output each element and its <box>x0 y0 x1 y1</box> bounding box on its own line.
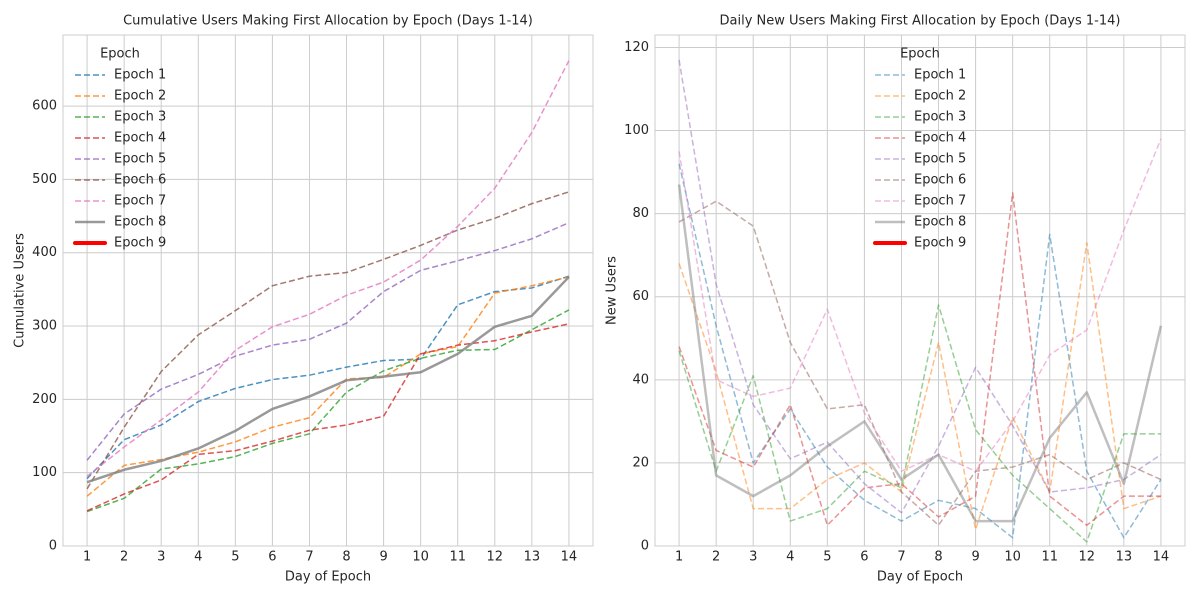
x-axis-label: Day of Epoch <box>285 570 371 585</box>
x-tick-label: 10 <box>412 550 429 565</box>
series-line <box>677 184 1163 523</box>
series-line <box>86 60 570 477</box>
plot-frame <box>654 34 1186 547</box>
x-tick-label: 6 <box>268 550 276 565</box>
x-tick-label: 7 <box>897 550 905 565</box>
x-tick-label: 7 <box>305 550 313 565</box>
legend: Epoch Epoch 1 Epoch 2 Epoch 3 Epoch 4 Epoch 5… <box>73 47 166 251</box>
x-tick-label: 4 <box>194 550 202 565</box>
series-line <box>86 275 570 480</box>
legend-label: Epoch 7 <box>114 194 166 209</box>
y-tick-label: 60 <box>632 289 649 304</box>
legend-label: Epoch 2 <box>914 89 966 104</box>
x-axis-label: Day of Epoch <box>877 570 963 585</box>
x-tick-label: 3 <box>157 550 165 565</box>
y-tick-label: 200 <box>32 392 57 407</box>
legend-label: Epoch 1 <box>914 68 966 83</box>
series-line <box>86 191 570 490</box>
y-tick-label: 400 <box>32 245 57 260</box>
series-line <box>678 138 1162 472</box>
x-tick-label: 9 <box>379 550 387 565</box>
x-tick-label: 8 <box>934 550 942 565</box>
plot-frame <box>62 34 594 547</box>
x-tick-label: 3 <box>749 550 757 565</box>
chart-title: Daily New Users Making First Allocation … <box>720 14 1121 29</box>
x-tick-label: 5 <box>823 550 831 565</box>
y-tick-label: 0 <box>641 539 649 554</box>
y-tick-label: 100 <box>32 465 57 480</box>
legend-title: Epoch <box>900 47 940 62</box>
legend-label: Epoch 7 <box>914 194 966 209</box>
legend-label: Epoch 4 <box>114 131 166 146</box>
series-line <box>678 59 1162 514</box>
chart-title: Cumulative Users Making First Allocation… <box>123 14 533 29</box>
series-line <box>678 200 1162 526</box>
legend-label: Epoch 9 <box>914 236 966 251</box>
y-tick-label: 600 <box>32 99 57 114</box>
x-tick-label: 1 <box>83 550 91 565</box>
legend: Epoch Epoch 1 Epoch 2 Epoch 3 Epoch 4 Epoch 5… <box>873 47 966 251</box>
y-tick-label: 80 <box>632 206 649 221</box>
x-tick-label: 10 <box>1004 550 1021 565</box>
x-tick-label: 2 <box>712 550 720 565</box>
legend-label: Epoch 2 <box>114 89 166 104</box>
x-tick-label: 1 <box>675 550 683 565</box>
x-tick-label: 13 <box>1116 550 1133 565</box>
x-tick-label: 14 <box>561 550 578 565</box>
series-line <box>678 241 1162 531</box>
x-tick-label: 9 <box>971 550 979 565</box>
series-line <box>86 221 570 461</box>
y-tick-label: 20 <box>632 455 649 470</box>
x-tick-label: 13 <box>524 550 541 565</box>
legend-label: Epoch 9 <box>114 236 166 251</box>
x-tick-label: 6 <box>860 550 868 565</box>
legend-label: Epoch 1 <box>114 68 166 83</box>
legend-title: Epoch <box>100 47 140 62</box>
x-tick-label: 11 <box>449 550 466 565</box>
legend-label: Epoch 5 <box>114 152 166 167</box>
y-tick-label: 300 <box>32 319 57 334</box>
x-tick-label: 8 <box>342 550 350 565</box>
x-tick-label: 14 <box>1153 550 1170 565</box>
series-line <box>678 304 1161 543</box>
y-axis-label: Cumulative Users <box>13 233 28 348</box>
y-tick-label: 120 <box>624 40 649 55</box>
y-tick-label: 500 <box>32 172 57 187</box>
x-tick-label: 4 <box>786 550 794 565</box>
x-tick-label: 12 <box>487 550 504 565</box>
legend-label: Epoch 8 <box>914 215 966 230</box>
y-axis-label: New Users <box>605 256 620 325</box>
y-tick-label: 100 <box>624 123 649 138</box>
series-line <box>678 163 1162 539</box>
x-tick-label: 2 <box>120 550 128 565</box>
legend-label: Epoch 6 <box>114 173 166 188</box>
x-tick-label: 11 <box>1041 550 1058 565</box>
series-line <box>86 309 570 513</box>
legend-label: Epoch 5 <box>914 152 966 167</box>
y-tick-label: 40 <box>632 372 649 387</box>
y-tick-label: 0 <box>49 539 57 554</box>
x-tick-label: 12 <box>1079 550 1096 565</box>
x-tick-label: 5 <box>231 550 239 565</box>
legend-label: Epoch 6 <box>914 173 966 188</box>
legend-label: Epoch 3 <box>114 110 166 125</box>
series-line <box>678 192 1161 526</box>
legend-label: Epoch 8 <box>114 215 166 230</box>
legend-label: Epoch 3 <box>914 110 966 125</box>
legend-label: Epoch 4 <box>914 131 966 146</box>
series-line <box>86 276 570 484</box>
